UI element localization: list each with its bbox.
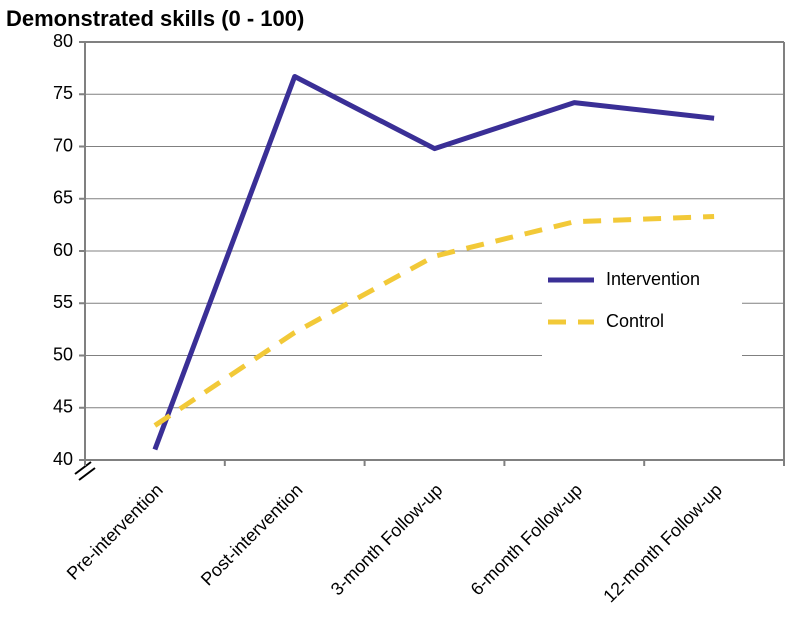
- y-tick-label: 45: [53, 397, 73, 417]
- chart-container: Demonstrated skills (0 - 100) 4045505560…: [0, 0, 800, 631]
- line-chart: 404550556065707580Pre-interventionPost-i…: [0, 0, 800, 631]
- y-tick-label: 70: [53, 135, 73, 155]
- y-tick-label: 65: [53, 188, 73, 208]
- legend-label: Intervention: [606, 269, 700, 289]
- y-tick-label: 55: [53, 292, 73, 312]
- y-tick-label: 40: [53, 449, 73, 469]
- y-tick-label: 50: [53, 344, 73, 364]
- legend-label: Control: [606, 311, 664, 331]
- y-tick-label: 80: [53, 31, 73, 51]
- y-tick-label: 75: [53, 83, 73, 103]
- y-tick-label: 60: [53, 240, 73, 260]
- chart-title: Demonstrated skills (0 - 100): [6, 6, 304, 32]
